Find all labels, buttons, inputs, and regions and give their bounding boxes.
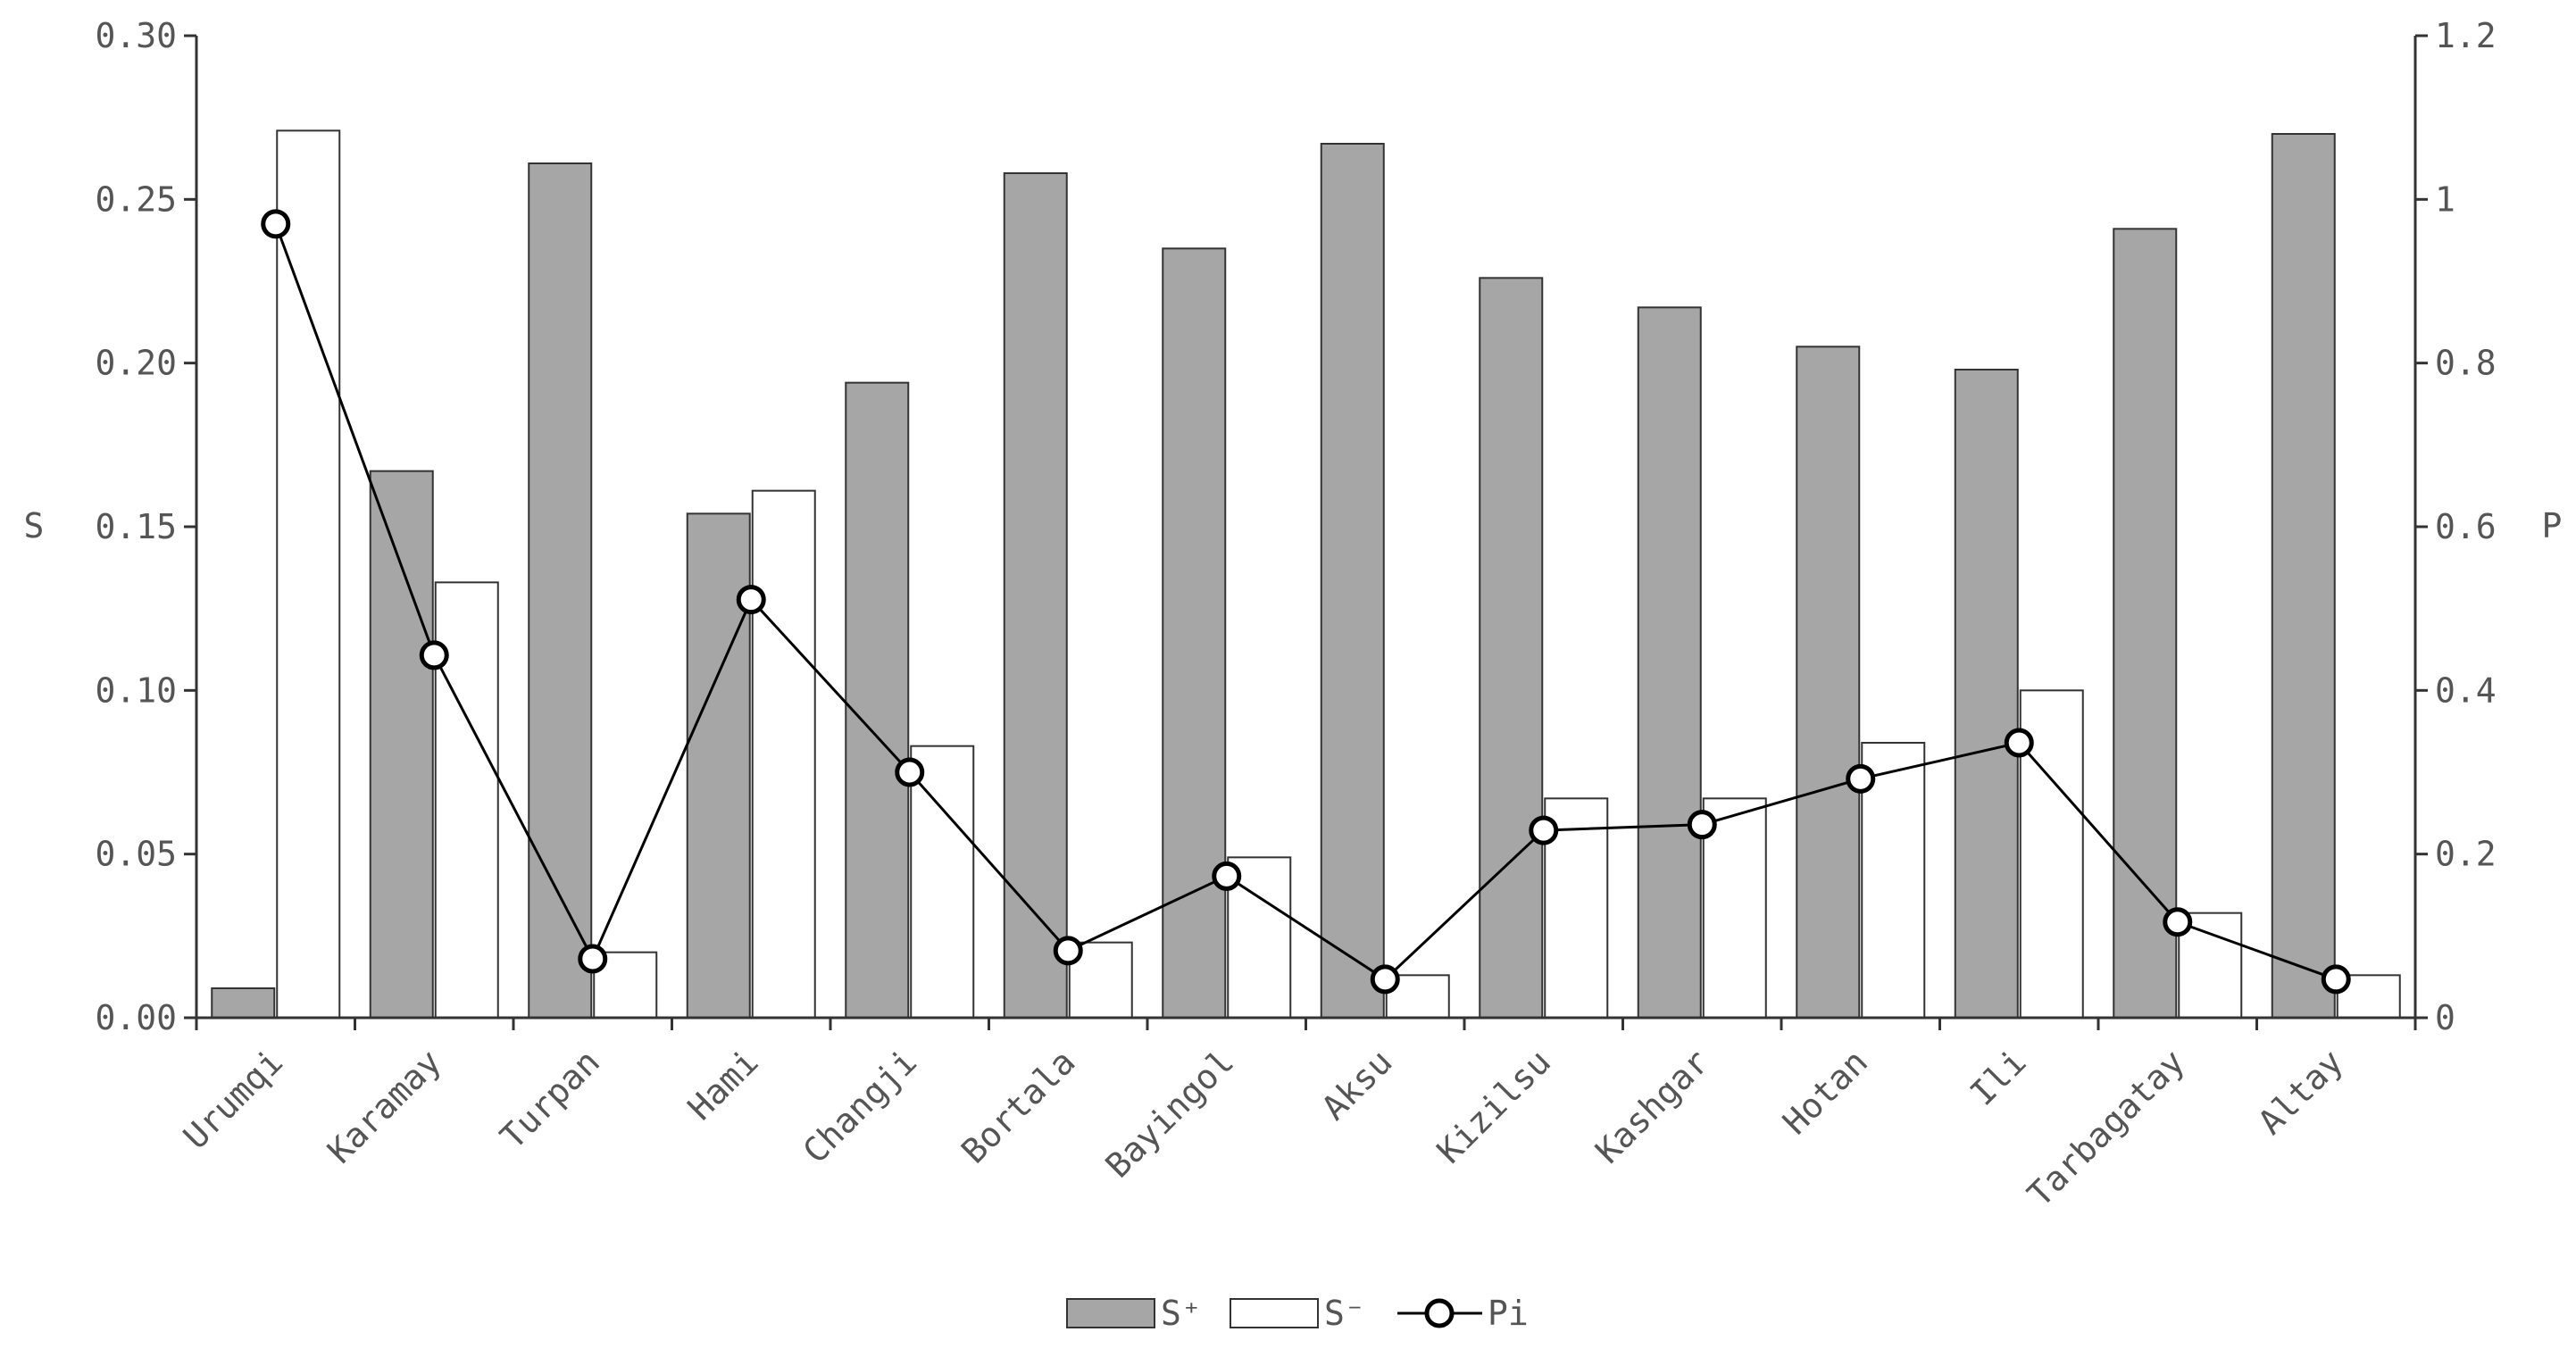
- pi-point: [2163, 907, 2193, 937]
- y-tick-label: 0.10: [95, 670, 177, 710]
- y2-tick-label: 1.2: [2435, 16, 2497, 55]
- x-category-label: Turpan: [493, 1042, 607, 1156]
- legend-label-s-plus: S⁺: [1161, 1294, 1202, 1333]
- x-category-label: Aksu: [1314, 1042, 1400, 1128]
- bar-s-plus: [1637, 306, 1702, 1020]
- legend-swatch-s-plus: [1066, 1298, 1155, 1328]
- pi-point: [2321, 964, 2351, 995]
- pi-point: [2004, 728, 2034, 758]
- legend: S⁺ S⁻ Pi: [1066, 1294, 1529, 1333]
- y-tick-label: 0.05: [95, 835, 177, 874]
- pi-point: [1370, 964, 1400, 995]
- x-category-label: Altay: [2251, 1042, 2351, 1142]
- pi-point: [419, 640, 449, 670]
- pi-point: [736, 585, 766, 615]
- x-category-label: Bortala: [954, 1042, 1082, 1170]
- legend-swatch-pi-marker: [1424, 1298, 1455, 1328]
- pi-point: [1529, 815, 1559, 845]
- pi-point: [1212, 861, 1242, 891]
- legend-label-pi: Pi: [1488, 1294, 1529, 1333]
- pi-point: [1687, 810, 1717, 840]
- bar-s-plus: [2271, 133, 2336, 1019]
- y-tick-label: 0.25: [95, 179, 177, 219]
- y2-tick-label: 0.4: [2435, 670, 2497, 710]
- bar-s-plus: [211, 987, 276, 1019]
- y-axis-title: S: [24, 506, 45, 545]
- y-tick-label: 0.30: [95, 16, 177, 55]
- y2-tick-label: 0.8: [2435, 344, 2497, 383]
- y2-tick-label: 0: [2435, 998, 2455, 1037]
- bar-s-plus: [1796, 345, 1861, 1020]
- x-category-label: Changji: [796, 1042, 924, 1170]
- bar-s-minus: [1861, 742, 1926, 1019]
- x-category-label: Bayingol: [1098, 1042, 1242, 1186]
- bar-s-minus: [751, 489, 816, 1019]
- x-category-label: Kizilsu: [1430, 1042, 1558, 1170]
- bar-s-plus: [528, 162, 593, 1019]
- bar-s-plus: [2113, 228, 2178, 1020]
- pi-point: [1846, 763, 1876, 794]
- line-layer: [261, 209, 2351, 995]
- bars-layer: [211, 129, 2401, 1020]
- bar-s-plus: [1954, 369, 2019, 1019]
- y2-tick-label: 0.2: [2435, 835, 2497, 874]
- pi-point: [261, 209, 291, 239]
- pi-point: [1053, 936, 1083, 966]
- x-category-label: Hotan: [1775, 1042, 1875, 1142]
- x-category-label: Kashgar: [1588, 1042, 1716, 1170]
- y-tick-label: 0.15: [95, 507, 177, 546]
- y-tick-label: 0.20: [95, 344, 177, 383]
- bar-s-minus: [276, 129, 341, 1020]
- y2-tick-label: 1: [2435, 179, 2455, 219]
- x-category-label: Ili: [1963, 1042, 2034, 1113]
- y2-axis-title: P: [2542, 506, 2563, 545]
- x-category-label: Hami: [680, 1042, 766, 1128]
- bar-s-plus: [1003, 172, 1068, 1019]
- bar-s-minus: [910, 745, 975, 1020]
- legend-label-s-minus: S⁻: [1324, 1294, 1365, 1333]
- x-category-label: Tarbagatay: [2020, 1042, 2192, 1214]
- y2-tick-label: 0.6: [2435, 507, 2497, 546]
- x-category-label: Karamay: [320, 1042, 448, 1170]
- bar-s-plus: [1479, 277, 1544, 1020]
- x-category-label: Urumqi: [176, 1042, 290, 1156]
- pi-point: [578, 944, 608, 974]
- bar-s-plus: [845, 381, 910, 1019]
- bar-s-plus: [686, 512, 751, 1019]
- bar-s-plus: [1320, 143, 1385, 1019]
- axes-layer: [184, 34, 2428, 1030]
- bar-s-plus: [369, 470, 434, 1019]
- legend-swatch-s-minus: [1230, 1298, 1319, 1328]
- y-tick-label: 0.00: [95, 998, 177, 1037]
- pi-series-line: [274, 223, 2337, 981]
- pi-point: [895, 757, 925, 787]
